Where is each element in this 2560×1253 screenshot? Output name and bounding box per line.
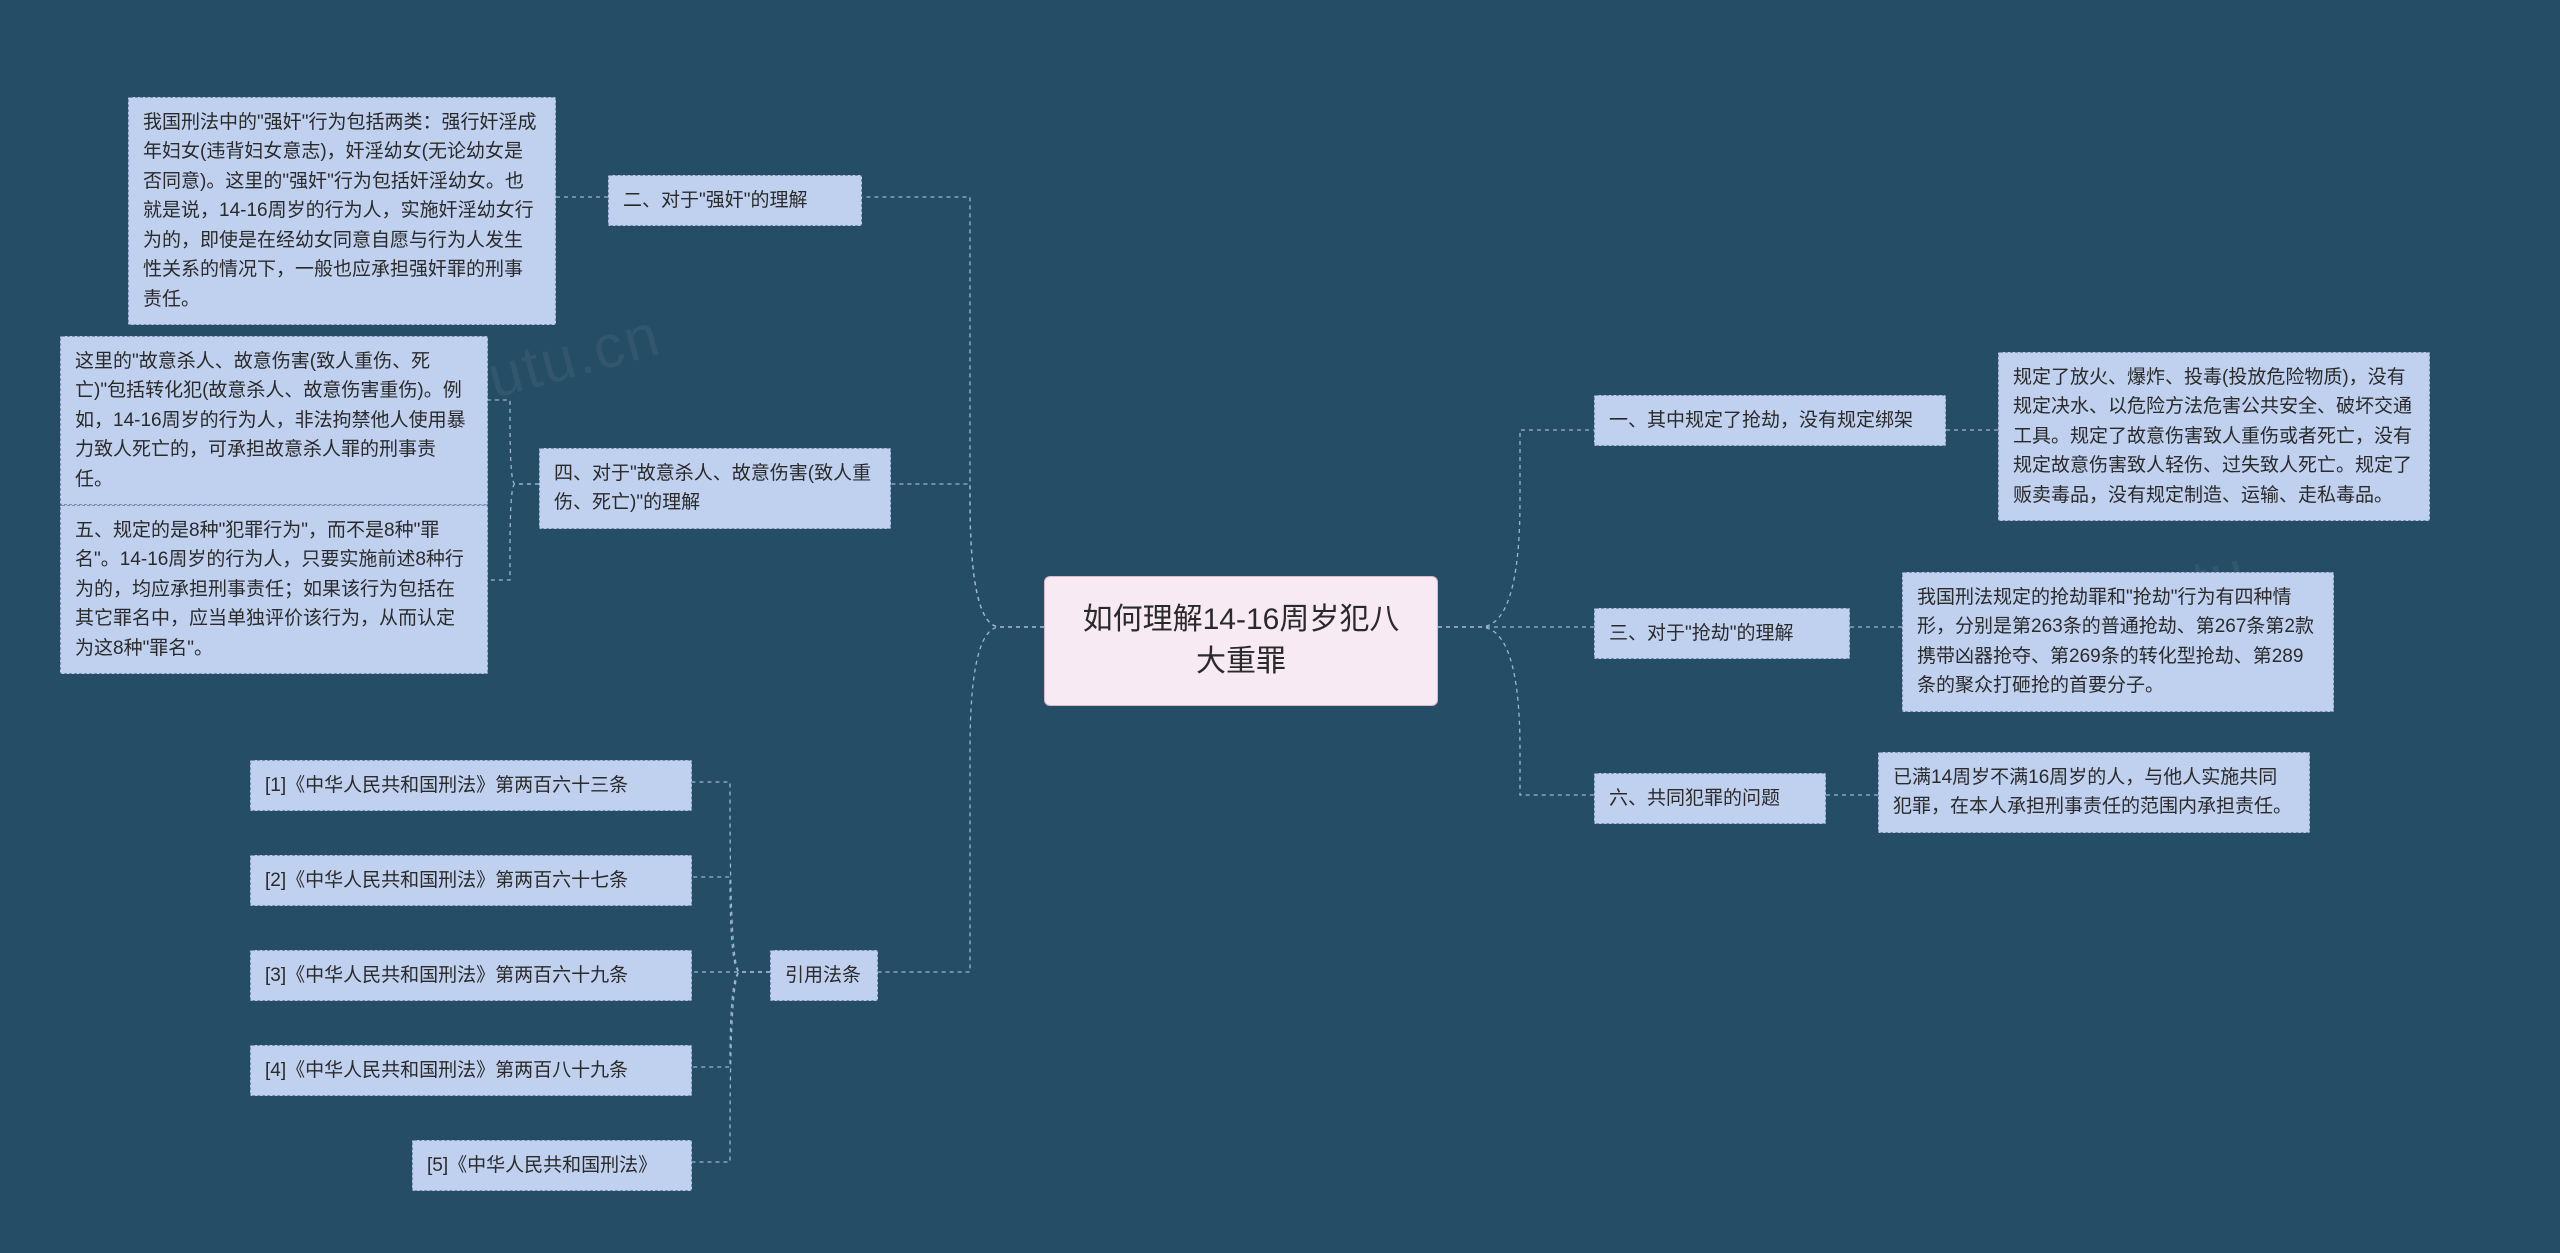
leaf-l3e-text: [5]《中华人民共和国刑法》 (427, 1155, 657, 1176)
leaf-l3c: [3]《中华人民共和国刑法》第两百六十九条 (250, 950, 692, 1001)
branch-r3-label: 六、共同犯罪的问题 (1609, 788, 1780, 809)
leaf-l1a: 我国刑法中的"强奸"行为包括两类：强行奸淫成年妇女(违背妇女意志)，奸淫幼女(无… (128, 97, 556, 325)
leaf-l2a: 这里的"故意杀人、故意伤害(致人重伤、死亡)"包括转化犯(故意杀人、故意伤害重伤… (60, 336, 488, 505)
branch-r1-label: 一、其中规定了抢劫，没有规定绑架 (1609, 410, 1913, 431)
branch-l3-label: 引用法条 (785, 965, 861, 986)
branch-r3: 六、共同犯罪的问题 (1594, 773, 1826, 824)
leaf-l3d: [4]《中华人民共和国刑法》第两百八十九条 (250, 1045, 692, 1096)
leaf-r1a-text: 规定了放火、爆炸、投毒(投放危险物质)，没有规定决水、以危险方法危害公共安全、破… (2013, 367, 2412, 506)
center-node: 如何理解14-16周岁犯八大重罪 (1044, 576, 1438, 706)
branch-l3: 引用法条 (770, 950, 878, 1001)
branch-l1-label: 二、对于"强奸"的理解 (623, 190, 808, 211)
leaf-l3a: [1]《中华人民共和国刑法》第两百六十三条 (250, 760, 692, 811)
leaf-l2b: 五、规定的是8种"犯罪行为"，而不是8种"罪名"。14-16周岁的行为人，只要实… (60, 505, 488, 674)
leaf-l2b-text: 五、规定的是8种"犯罪行为"，而不是8种"罪名"。14-16周岁的行为人，只要实… (75, 520, 464, 659)
branch-r2-label: 三、对于"抢劫"的理解 (1609, 623, 1794, 644)
leaf-r2a: 我国刑法规定的抢劫罪和"抢劫"行为有四种情形，分别是第263条的普通抢劫、第26… (1902, 572, 2334, 712)
branch-r2: 三、对于"抢劫"的理解 (1594, 608, 1850, 659)
leaf-l3c-text: [3]《中华人民共和国刑法》第两百六十九条 (265, 965, 628, 986)
leaf-l3d-text: [4]《中华人民共和国刑法》第两百八十九条 (265, 1060, 628, 1081)
branch-r1: 一、其中规定了抢劫，没有规定绑架 (1594, 395, 1946, 446)
center-text: 如何理解14-16周岁犯八大重罪 (1083, 603, 1400, 678)
leaf-l3b: [2]《中华人民共和国刑法》第两百六十七条 (250, 855, 692, 906)
leaf-l3b-text: [2]《中华人民共和国刑法》第两百六十七条 (265, 870, 628, 891)
leaf-r3a: 已满14周岁不满16周岁的人，与他人实施共同犯罪，在本人承担刑事责任的范围内承担… (1878, 752, 2310, 833)
leaf-r3a-text: 已满14周岁不满16周岁的人，与他人实施共同犯罪，在本人承担刑事责任的范围内承担… (1893, 767, 2292, 817)
branch-l1: 二、对于"强奸"的理解 (608, 175, 862, 226)
leaf-l3a-text: [1]《中华人民共和国刑法》第两百六十三条 (265, 775, 628, 796)
leaf-l1a-text: 我国刑法中的"强奸"行为包括两类：强行奸淫成年妇女(违背妇女意志)，奸淫幼女(无… (143, 112, 537, 310)
branch-l2: 四、对于"故意杀人、故意伤害(致人重伤、死亡)"的理解 (539, 448, 891, 529)
leaf-r1a: 规定了放火、爆炸、投毒(投放危险物质)，没有规定决水、以危险方法危害公共安全、破… (1998, 352, 2430, 521)
branch-l2-label: 四、对于"故意杀人、故意伤害(致人重伤、死亡)"的理解 (554, 463, 871, 513)
leaf-l3e: [5]《中华人民共和国刑法》 (412, 1140, 692, 1191)
leaf-r2a-text: 我国刑法规定的抢劫罪和"抢劫"行为有四种情形，分别是第263条的普通抢劫、第26… (1917, 587, 2314, 696)
leaf-l2a-text: 这里的"故意杀人、故意伤害(致人重伤、死亡)"包括转化犯(故意杀人、故意伤害重伤… (75, 351, 466, 490)
